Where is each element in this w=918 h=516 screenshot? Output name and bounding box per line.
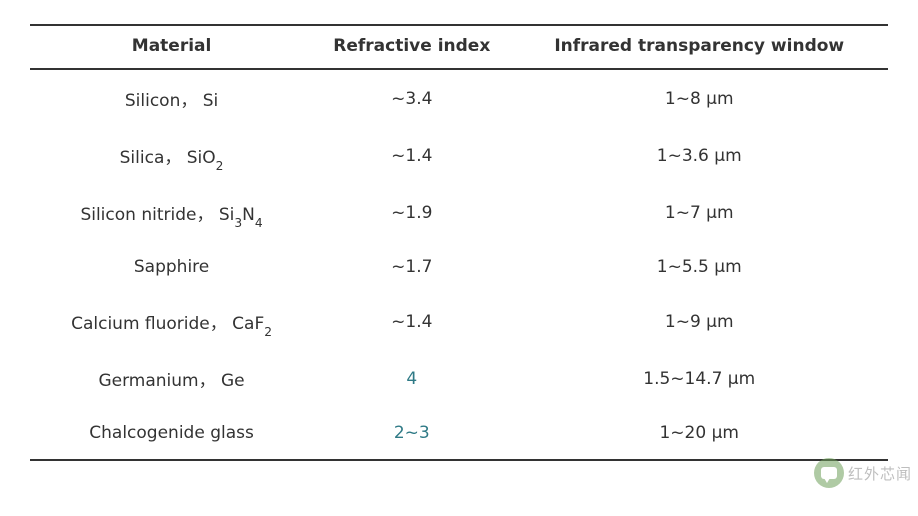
cell-refractive-index: ~1.7 (313, 241, 510, 293)
table-row: Sapphire ~1.7 1~5.5 μm (30, 241, 888, 293)
cell-ir-window: 1~5.5 μm (510, 241, 888, 293)
cell-material: Calcium fluoride， CaF2 (30, 293, 313, 350)
materials-table: Material Refractive index Infrared trans… (30, 24, 888, 461)
cell-refractive-index: ~3.4 (313, 69, 510, 127)
table-row: Silica， SiO2 ~1.4 1~3.6 μm (30, 127, 888, 184)
table-body: Silicon， Si ~3.4 1~8 μm Silica， SiO2 ~1.… (30, 69, 888, 460)
table-row: Calcium fluoride， CaF2 ~1.4 1~9 μm (30, 293, 888, 350)
cell-ir-window: 1~8 μm (510, 69, 888, 127)
cell-ir-window: 1~20 μm (510, 407, 888, 460)
cell-ir-window: 1~3.6 μm (510, 127, 888, 184)
watermark-text: 红外芯闻 (848, 463, 912, 484)
source-watermark: 红外芯闻 (814, 458, 912, 488)
cell-material: Silicon， Si (30, 69, 313, 127)
col-header-material: Material (30, 25, 313, 69)
cell-ir-window: 1~9 μm (510, 293, 888, 350)
cell-material: Chalcogenide glass (30, 407, 313, 460)
col-header-ir-window: Infrared transparency window (510, 25, 888, 69)
cell-refractive-index: 4 (313, 350, 510, 407)
cell-material: Germanium， Ge (30, 350, 313, 407)
cell-refractive-index: 2~3 (313, 407, 510, 460)
cell-refractive-index: ~1.9 (313, 184, 510, 241)
cell-material: Silica， SiO2 (30, 127, 313, 184)
table-header-row: Material Refractive index Infrared trans… (30, 25, 888, 69)
col-header-refractive-index: Refractive index (313, 25, 510, 69)
wechat-icon (814, 458, 844, 488)
table-row: Germanium， Ge 4 1.5~14.7 μm (30, 350, 888, 407)
materials-table-container: Material Refractive index Infrared trans… (0, 0, 918, 469)
cell-refractive-index: ~1.4 (313, 293, 510, 350)
cell-refractive-index: ~1.4 (313, 127, 510, 184)
table-row: Silicon， Si ~3.4 1~8 μm (30, 69, 888, 127)
table-row: Silicon nitride， Si3N4 ~1.9 1~7 μm (30, 184, 888, 241)
cell-material: Sapphire (30, 241, 313, 293)
cell-ir-window: 1~7 μm (510, 184, 888, 241)
table-row: Chalcogenide glass 2~3 1~20 μm (30, 407, 888, 460)
cell-material: Silicon nitride， Si3N4 (30, 184, 313, 241)
cell-ir-window: 1.5~14.7 μm (510, 350, 888, 407)
